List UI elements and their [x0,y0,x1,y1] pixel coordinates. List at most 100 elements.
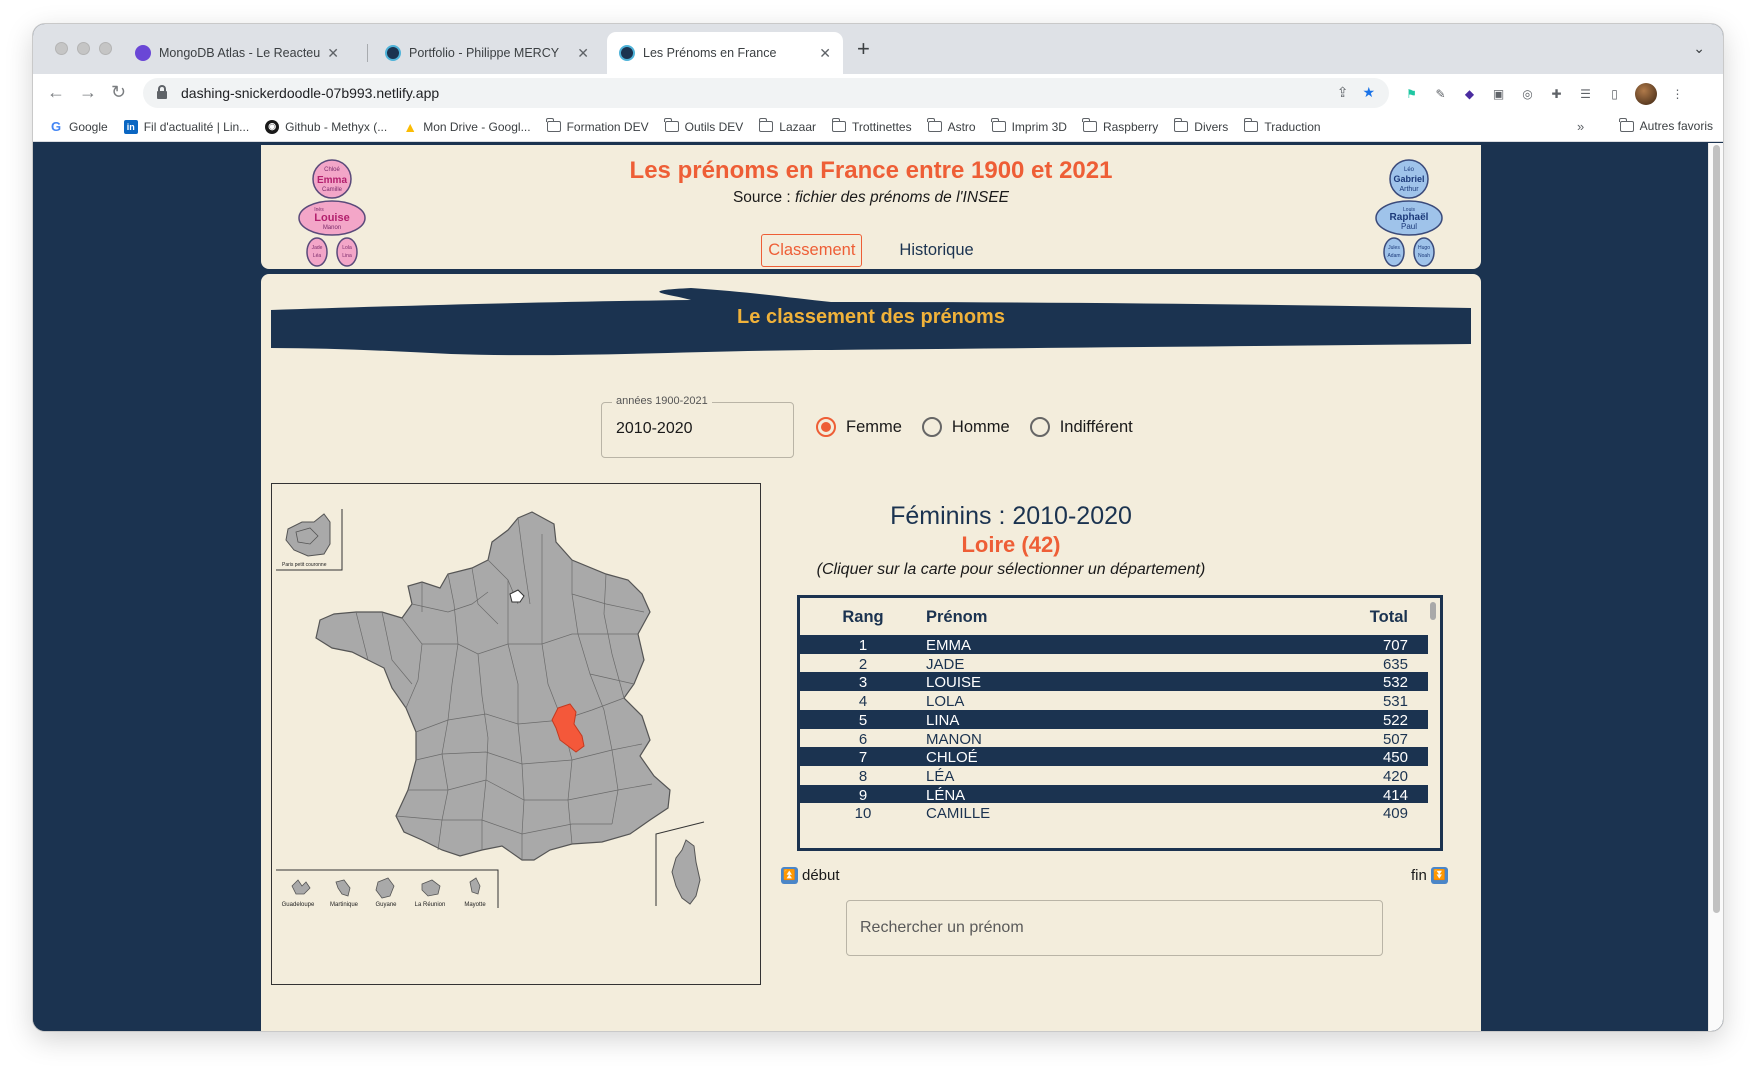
bookmark-folder[interactable]: Lazaar [758,118,816,134]
back-button[interactable]: ← [47,82,65,102]
radio-unchecked-icon [1029,417,1050,437]
close-tab-icon[interactable]: ✕ [819,44,831,61]
extension-icon[interactable]: ◆ [1464,87,1475,101]
bookmark-folder[interactable]: Astro [927,118,976,134]
radio-femme[interactable]: Femme [816,417,902,437]
table-row[interactable]: 10 CAMILLE 409 [800,803,1428,825]
table-row[interactable]: 4 LOLA 531 [800,691,1428,713]
period-value: 2010-2020 [616,420,693,437]
image-extension-icon[interactable]: ▣ [1492,87,1505,101]
folder-icon [831,118,846,132]
table-row[interactable]: 3 LOUISE 532 [800,672,1428,694]
pager-start-button[interactable]: ⏫ début [781,867,840,884]
bookmark-google[interactable]: G Google [50,119,108,134]
radio-unchecked-icon [921,417,942,437]
row-rank: 9 [858,786,868,804]
table-row[interactable]: 7 CHLOÉ 450 [800,747,1428,769]
bookmark-star-icon[interactable]: ★ [1362,84,1375,100]
mainland-departments[interactable] [315,511,671,861]
close-tab-icon[interactable]: ✕ [577,44,589,61]
ranking-table[interactable]: Rang Prénom Total 1 EMMA 707 2 JADE 635 3 LOUIS… [797,595,1443,851]
paris-inset[interactable]: Paris petit couronne [276,509,343,571]
tab-prenoms[interactable]: Les Prénoms en France ✕ [607,32,843,74]
table-row[interactable]: 6 MANON 507 [800,728,1428,750]
browser-toolbar: ← → ↻ dashing-snickerdoodle-07b993.netli… [33,74,1723,112]
folder-icon [1082,118,1097,132]
bookmark-folder[interactable]: Divers [1173,118,1228,134]
bookmark-folder[interactable]: Imprim 3D [991,118,1067,134]
tab-portfolio[interactable]: Portfolio - Philippe MERCY ✕ [373,32,601,74]
extension-icon[interactable]: ✎ [1435,87,1446,101]
overseas-inset[interactable]: Guadeloupe Martinique Guyane La Réunion … [276,869,499,908]
pager-end-button[interactable]: fin ⏬ [1411,867,1448,884]
puzzle-extensions-icon[interactable]: ✚ [1551,87,1562,101]
banner-brush-stroke [271,288,1471,356]
browser-menu-icon[interactable]: ⋮ [1671,87,1684,101]
row-name: MANON [926,730,982,748]
bookmark-folder[interactable]: Formation DEV [546,118,649,134]
girl-names-figure-icon: Chloé Emma Camille Inès Louise Manon Jad… [298,159,366,267]
corsica-inset[interactable] [655,821,705,906]
table-row[interactable]: 8 LÉA 420 [800,765,1428,787]
extension-icon[interactable]: ⚑ [1406,87,1417,101]
bookmark-folder[interactable]: Trottinettes [831,118,912,134]
close-window-button[interactable] [55,42,68,55]
bookmark-drive[interactable]: ▲ Mon Drive - Googl... [403,118,531,135]
reading-list-icon[interactable]: ☰ [1580,87,1591,101]
table-row[interactable]: 2 JADE 635 [800,653,1428,675]
bookmark-linkedin[interactable]: in Fil d'actualité | Lin... [123,119,249,134]
minimize-window-button[interactable] [77,42,90,55]
side-panel-icon[interactable]: ▯ [1611,87,1618,101]
linkedin-icon: in [123,119,138,134]
nav-classement[interactable]: Classement [761,234,863,267]
france-map[interactable]: Paris petit couronne [271,483,761,985]
bookmark-github[interactable]: ◉ Github - Methyx (... [265,119,387,134]
other-bookmarks[interactable]: Autres favoris [1619,117,1713,133]
bookmark-folder[interactable]: Raspberry [1082,118,1158,134]
table-row[interactable]: 9 LÉNA 414 [800,784,1428,806]
new-tab-button[interactable]: + [857,36,870,61]
france-map-svg[interactable]: Paris petit couronne [272,484,762,986]
page-scrollbar[interactable] [1708,143,1723,1031]
search-input[interactable] [846,900,1383,956]
folder-icon [1243,118,1259,132]
overseas-label: La Réunion [415,902,446,908]
figure-name: Louise [314,212,349,224]
row-rank: 8 [858,767,868,785]
bookmarks-bar: G Google in Fil d'actualité | Lin... ◉ G… [33,112,1723,142]
folder-icon [927,118,942,132]
table-scroll-thumb[interactable] [1430,602,1436,620]
radio-homme[interactable]: Homme [921,417,1010,437]
compass-extension-icon[interactable]: ◎ [1522,87,1533,101]
row-rank: 1 [858,637,868,654]
row-name: EMMA [926,637,971,654]
figure-name: Adam [1387,253,1400,259]
tab-search-chevron-icon[interactable]: ⌄ [1693,40,1705,56]
reload-button[interactable]: ↻ [111,82,127,102]
profile-avatar[interactable] [1635,83,1657,105]
gender-radio-group: Femme Homme Indifférent [816,417,1133,437]
table-scrollbar[interactable] [1428,600,1438,846]
radio-indifferent[interactable]: Indifférent [1029,417,1133,437]
figure-name: Louis [1403,207,1415,213]
row-name: LÉA [926,767,955,785]
figure-name: Jade [312,245,323,251]
bookmark-folder[interactable]: Traduction [1243,118,1321,134]
nav-historique[interactable]: Historique [899,241,974,259]
forward-button[interactable]: → [79,82,97,102]
table-row[interactable]: 1 EMMA 707 [800,635,1428,656]
tab-mongodb[interactable]: MongoDB Atlas - Le Reacteur ✕ [123,32,351,74]
address-bar[interactable]: dashing-snickerdoodle-07b993.netlify.app… [143,78,1389,108]
share-icon[interactable]: ⇪ [1336,84,1349,100]
table-row[interactable]: 5 LINA 522 [800,709,1428,731]
row-name: LÉNA [926,786,966,804]
row-name: LOLA [926,693,965,711]
figure-name: Noah [1418,253,1430,259]
close-tab-icon[interactable]: ✕ [327,44,339,61]
maximize-window-button[interactable] [99,42,112,55]
more-bookmarks-button[interactable]: » [1577,119,1585,134]
bookmark-folder[interactable]: Outils DEV [664,118,743,134]
period-select[interactable]: années 1900-2021 2010-2020 [601,395,794,458]
page-scroll-thumb[interactable] [1713,145,1720,913]
department-loire[interactable] [551,703,585,753]
